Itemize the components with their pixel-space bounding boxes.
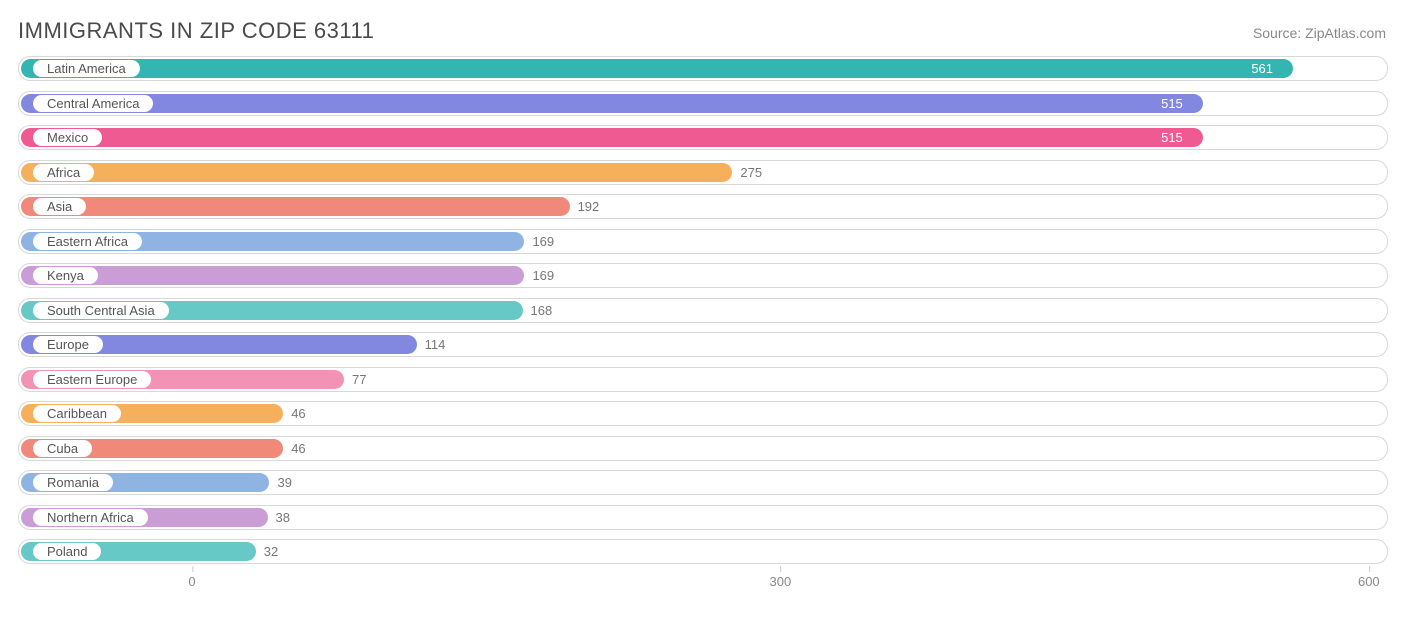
bar-label: Kenya: [33, 267, 98, 284]
bar-value: 169: [532, 230, 554, 253]
bar-label: Latin America: [33, 60, 140, 77]
bar-fill: [21, 94, 1203, 113]
bar-label: Northern Africa: [33, 509, 148, 526]
bar-fill: [21, 59, 1293, 78]
bar-label: Eastern Africa: [33, 233, 142, 250]
bar-label: Poland: [33, 543, 101, 560]
bar-value: 561: [1251, 57, 1273, 80]
bar-row: Africa 275: [18, 160, 1388, 185]
bar-label: Mexico: [33, 129, 102, 146]
bar-row: Kenya 169: [18, 263, 1388, 288]
x-axis: 0 300 600: [18, 574, 1388, 614]
bar-value: 38: [276, 506, 290, 529]
source-attribution: Source: ZipAtlas.com: [1253, 25, 1386, 41]
bar-row: Eastern Africa 169: [18, 229, 1388, 254]
bar-row: Romania 39: [18, 470, 1388, 495]
bar-value: 192: [578, 195, 600, 218]
bar-value: 114: [425, 333, 446, 356]
bar-row: Cuba 46: [18, 436, 1388, 461]
bar-label: Africa: [33, 164, 94, 181]
bar-row: Caribbean 46: [18, 401, 1388, 426]
bar-row: Central America 515: [18, 91, 1388, 116]
chart-area: Latin America561Central America515Mexico…: [0, 56, 1406, 564]
bar-fill: [21, 163, 732, 182]
axis-tick: 300: [770, 574, 792, 589]
bar-label: Romania: [33, 474, 113, 491]
bar-value: 515: [1161, 92, 1183, 115]
bar-value: 77: [352, 368, 366, 391]
bar-label: Central America: [33, 95, 153, 112]
bar-row: Northern Africa 38: [18, 505, 1388, 530]
bar-value: 515: [1161, 126, 1183, 149]
bar-label: Cuba: [33, 440, 92, 457]
bar-row: Eastern Europe 77: [18, 367, 1388, 392]
bar-row: South Central Asia 168: [18, 298, 1388, 323]
axis-tick: 600: [1358, 574, 1380, 589]
bar-row: Europe 114: [18, 332, 1388, 357]
bar-label: Asia: [33, 198, 86, 215]
bar-label: Europe: [33, 336, 103, 353]
axis-tick: 0: [188, 574, 195, 589]
bar-row: Asia 192: [18, 194, 1388, 219]
bar-value: 275: [740, 161, 762, 184]
chart-title: IMMIGRANTS IN ZIP CODE 63111: [18, 18, 374, 44]
bar-value: 168: [531, 299, 553, 322]
bar-value: 32: [264, 540, 278, 563]
bar-label: South Central Asia: [33, 302, 169, 319]
bar-value: 46: [291, 402, 305, 425]
bar-value: 46: [291, 437, 305, 460]
bar-value: 39: [277, 471, 291, 494]
bar-value: 169: [532, 264, 554, 287]
bar-row: Mexico 515: [18, 125, 1388, 150]
bar-row: Poland 32: [18, 539, 1388, 564]
bar-label: Caribbean: [33, 405, 121, 422]
bar-label: Eastern Europe: [33, 371, 151, 388]
bar-fill: [21, 128, 1203, 147]
bar-fill: [21, 197, 570, 216]
bar-row: Latin America 561: [18, 56, 1388, 81]
